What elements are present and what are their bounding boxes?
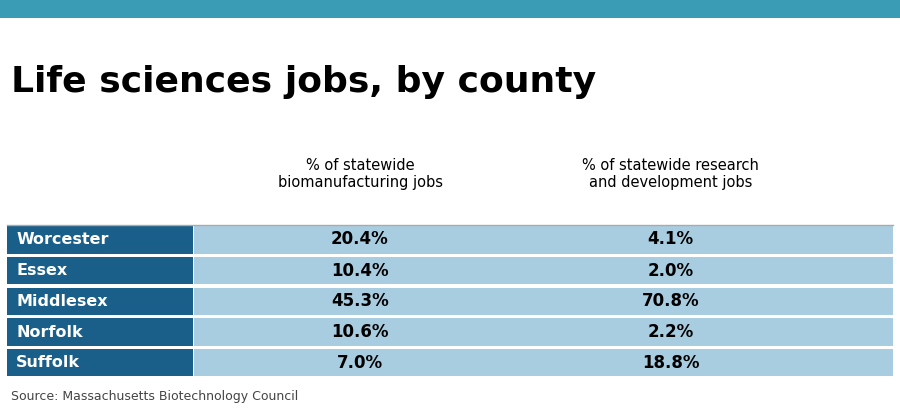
Bar xyxy=(194,225,893,254)
Text: % of statewide
biomanufacturing jobs: % of statewide biomanufacturing jobs xyxy=(277,158,443,190)
Bar xyxy=(194,257,893,284)
Bar xyxy=(0,0,900,18)
Bar xyxy=(194,318,893,346)
Text: Life sciences jobs, by county: Life sciences jobs, by county xyxy=(11,65,596,99)
Text: 18.8%: 18.8% xyxy=(642,354,699,372)
Text: Essex: Essex xyxy=(16,263,68,278)
Text: 2.2%: 2.2% xyxy=(647,323,694,341)
Text: 45.3%: 45.3% xyxy=(331,292,389,310)
Text: 10.6%: 10.6% xyxy=(331,323,389,341)
Text: Worcester: Worcester xyxy=(16,232,109,247)
Text: 7.0%: 7.0% xyxy=(337,354,383,372)
Text: 2.0%: 2.0% xyxy=(647,262,694,280)
Text: Suffolk: Suffolk xyxy=(16,355,80,370)
Bar xyxy=(7,225,193,254)
Bar xyxy=(7,318,193,346)
Text: 20.4%: 20.4% xyxy=(331,230,389,248)
Text: Source: Massachusetts Biotechnology Council: Source: Massachusetts Biotechnology Coun… xyxy=(11,390,298,403)
Text: 70.8%: 70.8% xyxy=(642,292,699,310)
Bar xyxy=(7,257,193,284)
Bar xyxy=(194,349,893,376)
Text: Norfolk: Norfolk xyxy=(16,325,83,339)
Bar xyxy=(7,288,193,315)
Text: 4.1%: 4.1% xyxy=(647,230,694,248)
Bar xyxy=(7,349,193,376)
Text: % of statewide research
and development jobs: % of statewide research and development … xyxy=(582,158,759,190)
Bar xyxy=(194,288,893,315)
Text: Middlesex: Middlesex xyxy=(16,294,108,309)
Text: 10.4%: 10.4% xyxy=(331,262,389,280)
